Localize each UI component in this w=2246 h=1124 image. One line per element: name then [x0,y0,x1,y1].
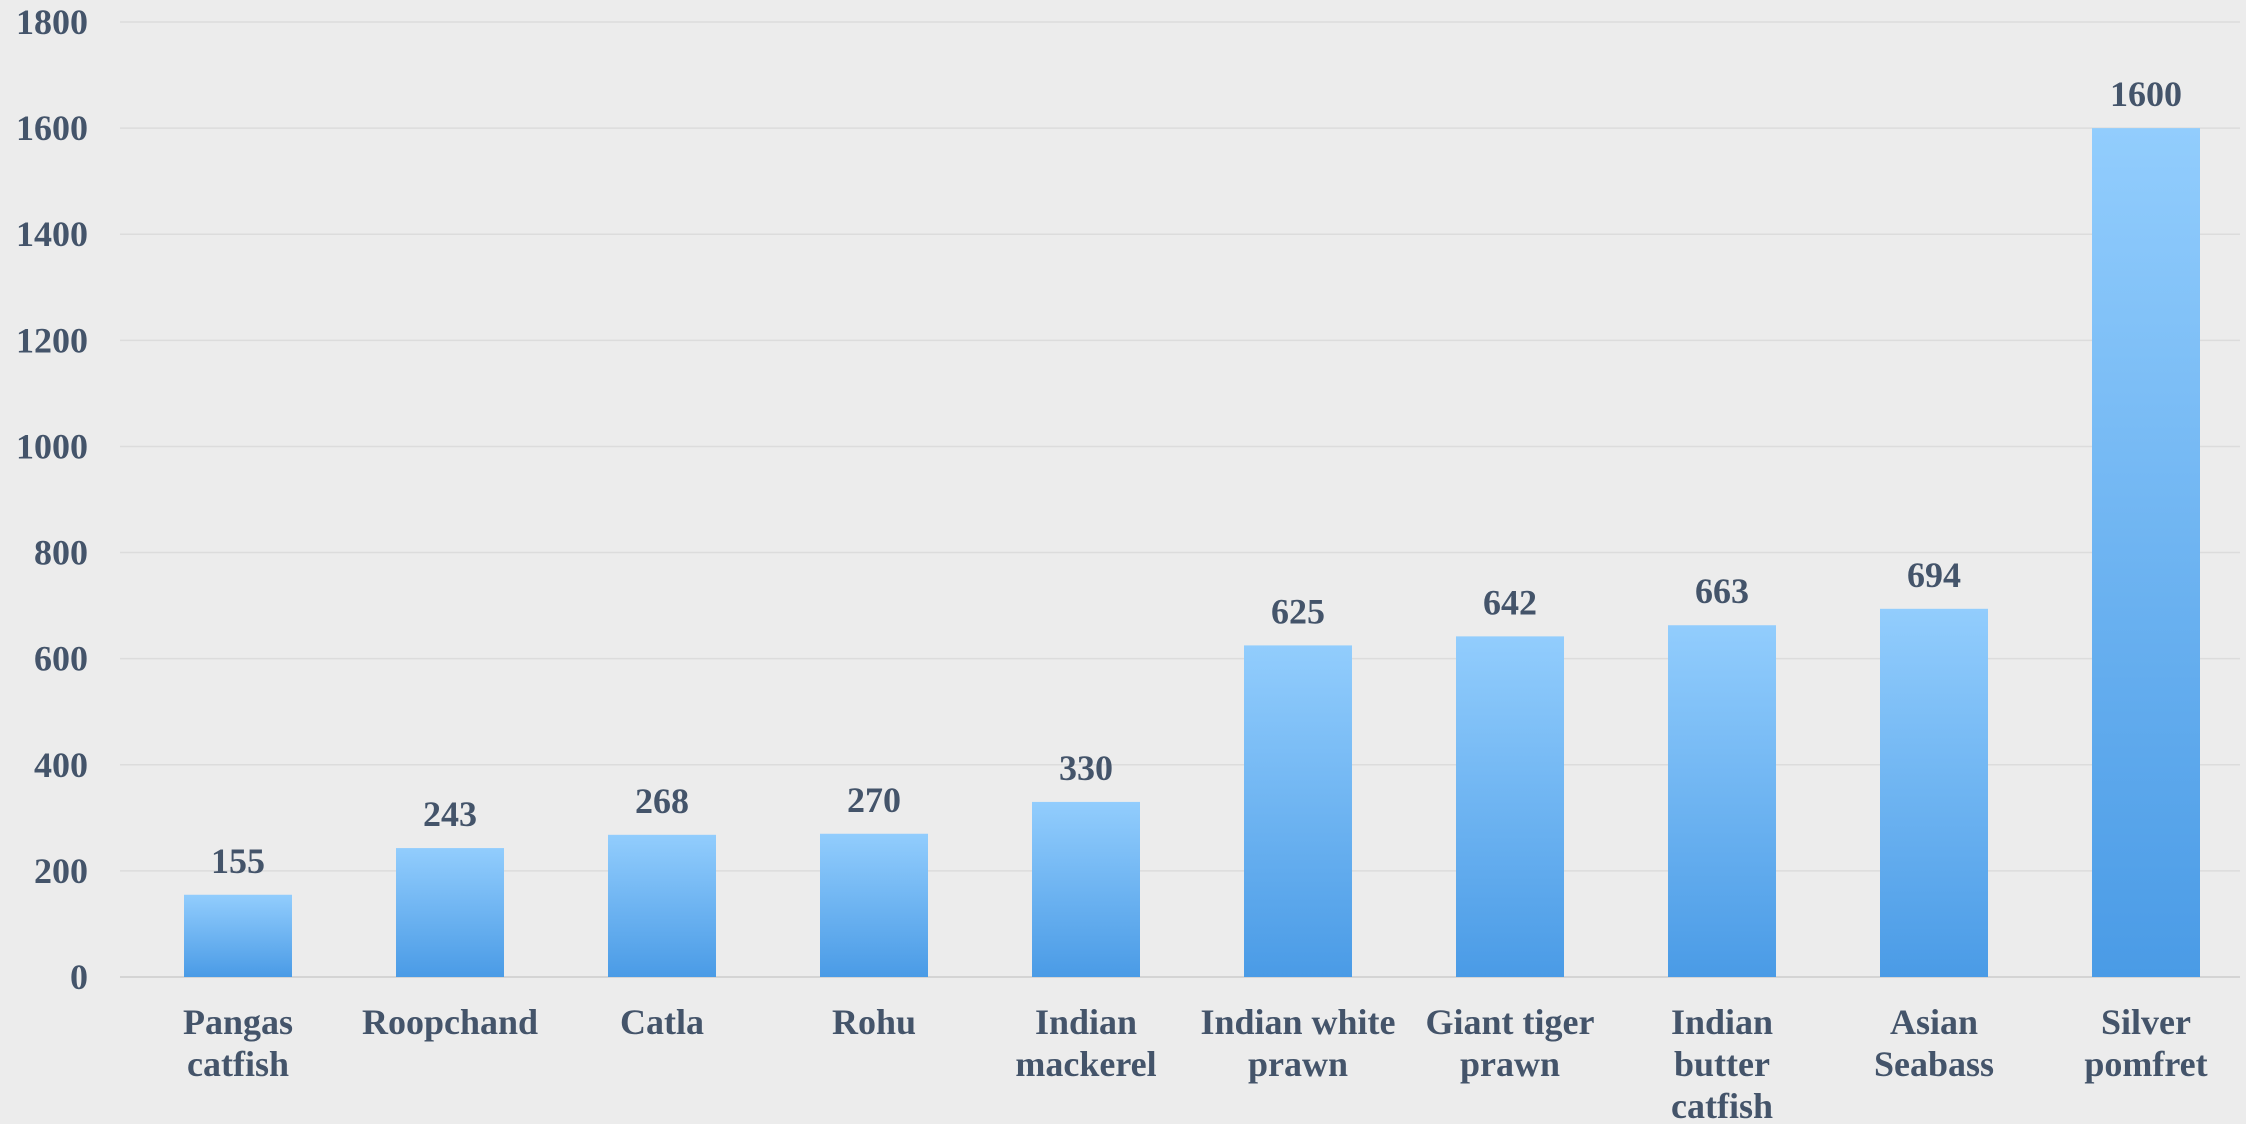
category-label-line: butter [1674,1044,1770,1084]
category-label: Asian Seabass [1874,1002,1994,1084]
bar [608,834,716,977]
data-label: 268 [635,781,689,821]
category-label: Catla [620,1002,704,1042]
bar [820,833,928,977]
category-label-line: Indian white [1200,1002,1395,1042]
y-tick-label: 1800 [16,2,88,42]
category-label: Pangas catfish [183,1002,293,1084]
category-label: Roopchand [362,1002,538,1042]
bar [184,894,292,977]
category-label-line: catfish [1671,1086,1773,1124]
category-label: Giant tiger prawn [1426,1002,1595,1084]
y-axis-tick-labels: 0 200 400 600 800 1000 1200 1400 1600 1800 [16,2,88,997]
category-label-line: Giant tiger [1426,1002,1595,1042]
y-tick-label: 600 [34,639,88,679]
category-label-line: pomfret [2084,1044,2207,1084]
y-tick-label: 1400 [16,214,88,254]
data-label: 330 [1059,748,1113,788]
category-label-line: Seabass [1874,1044,1994,1084]
category-label-line: Catla [620,1002,704,1042]
data-label: 694 [1907,555,1961,595]
y-tick-label: 1600 [16,108,88,148]
category-label: Indian white prawn [1200,1002,1395,1084]
category-label-line: Asian [1890,1002,1978,1042]
bar [396,848,504,977]
category-label: Indian mackerel [1015,1002,1156,1084]
category-label-line: prawn [1460,1044,1560,1084]
bar [1032,801,1140,977]
data-label: 1600 [2110,74,2182,114]
bar [1456,636,1564,977]
data-label: 243 [423,794,477,834]
data-label: 663 [1695,571,1749,611]
category-label-line: Roopchand [362,1002,538,1042]
data-label: 270 [847,780,901,820]
data-label: 625 [1271,591,1325,631]
y-tick-label: 800 [34,533,88,573]
category-label-line: catfish [187,1044,289,1084]
category-label-line: Indian [1035,1002,1137,1042]
y-tick-label: 0 [70,957,88,997]
bars [184,128,2200,978]
category-label-line: prawn [1248,1044,1348,1084]
category-label: Rohu [832,1002,916,1042]
data-labels: 155 243 268 270 330 625 642 663 694 1600 [211,74,2182,881]
category-label-line: Indian [1671,1002,1773,1042]
bar [1668,625,1776,977]
category-label-line: Silver [2101,1002,2191,1042]
data-label: 642 [1483,582,1537,622]
category-label-line: Pangas [183,1002,293,1042]
category-label: Silver pomfret [2084,1002,2207,1084]
bar [1880,608,1988,977]
data-label: 155 [211,841,265,881]
y-tick-label: 1200 [16,320,88,360]
category-label-line: mackerel [1015,1044,1156,1084]
bar [2092,128,2200,978]
y-tick-label: 400 [34,745,88,785]
bar [1244,645,1352,977]
y-tick-label: 200 [34,851,88,891]
category-label-line: Rohu [832,1002,916,1042]
category-label: Indian butter catfish [1671,1002,1773,1124]
y-tick-label: 1000 [16,426,88,466]
